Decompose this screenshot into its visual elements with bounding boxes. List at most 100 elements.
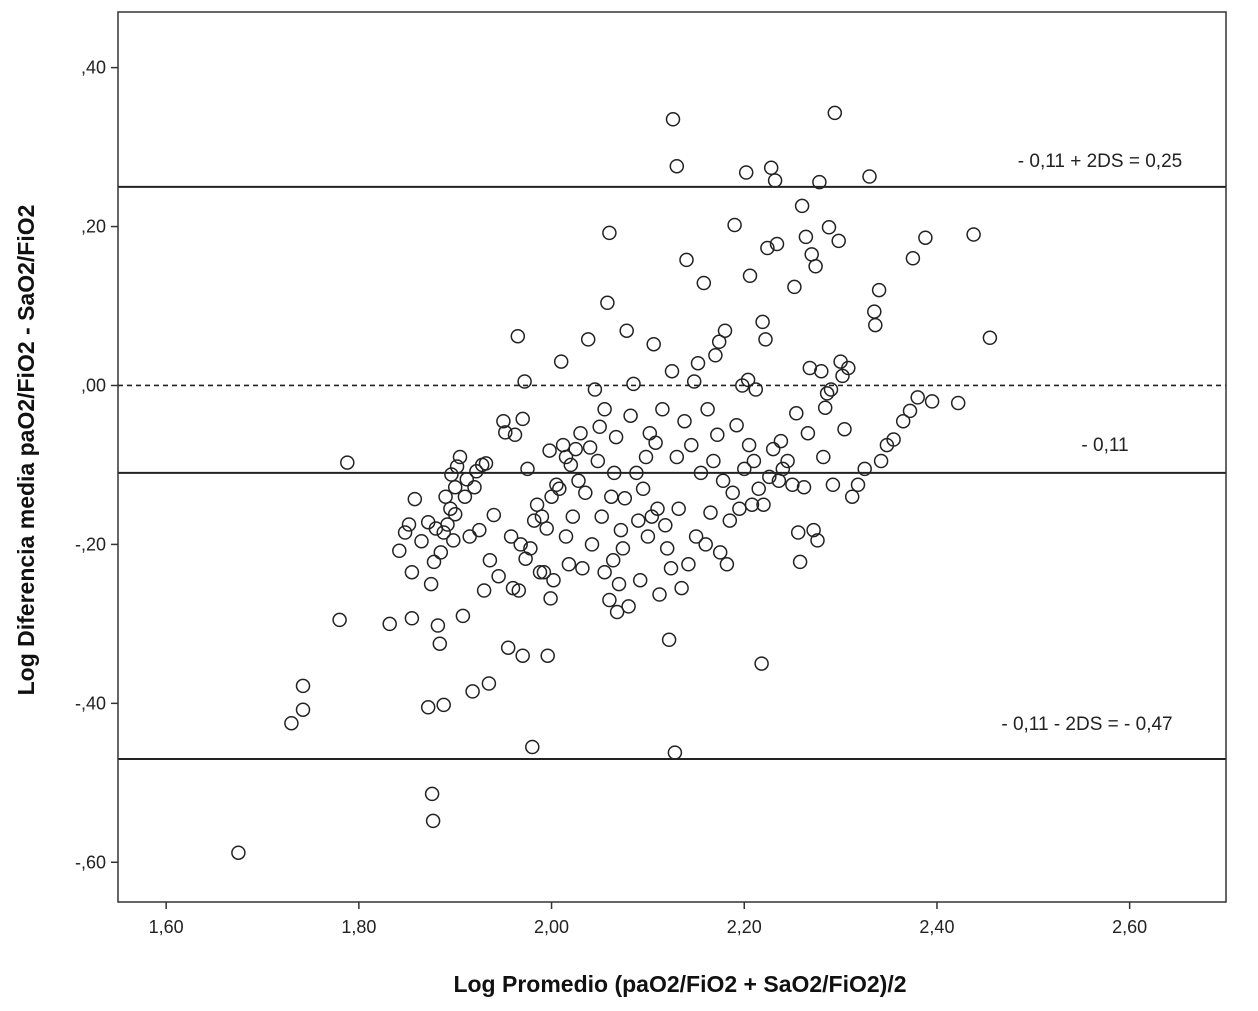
x-tick-label: 1,60 xyxy=(149,917,184,937)
x-axis-title: Log Promedio (paO2/FiO2 + SaO2/FiO2)/2 xyxy=(453,971,906,997)
data-point xyxy=(568,441,583,457)
data-point xyxy=(525,739,540,755)
data-point xyxy=(659,541,675,556)
data-point xyxy=(284,715,299,731)
data-point xyxy=(540,648,555,663)
data-point xyxy=(587,382,603,397)
data-point xyxy=(433,545,449,560)
data-point xyxy=(648,435,663,450)
data-point xyxy=(982,330,998,346)
y-tick-label: ,20 xyxy=(81,217,106,237)
y-tick-label: -,20 xyxy=(75,534,106,554)
data-point xyxy=(825,477,841,493)
data-point xyxy=(755,314,770,330)
data-point xyxy=(578,485,593,501)
reference-line-label-0: - 0,11 + 2DS = 0,25 xyxy=(1018,151,1182,172)
data-point xyxy=(816,449,831,465)
reference-line-label-3: - 0,11 - 2DS = - 0,47 xyxy=(1001,714,1172,735)
data-point xyxy=(563,457,579,473)
data-point xyxy=(722,513,738,528)
data-point xyxy=(617,491,633,506)
data-point xyxy=(789,406,804,421)
data-point xyxy=(615,541,631,556)
data-point xyxy=(785,477,800,493)
data-point xyxy=(436,697,451,713)
data-point xyxy=(886,432,901,447)
data-point xyxy=(658,518,673,533)
data-point xyxy=(600,295,615,311)
data-point xyxy=(472,522,487,538)
data-point xyxy=(404,564,420,580)
data-point xyxy=(231,845,246,860)
data-point xyxy=(546,572,561,588)
data-point xyxy=(423,576,439,592)
data-point xyxy=(681,557,696,572)
data-point xyxy=(332,612,347,628)
data-point xyxy=(727,217,742,233)
data-point xyxy=(966,227,981,242)
data-point xyxy=(520,461,535,477)
y-tick-label: ,40 xyxy=(81,58,106,78)
data-point xyxy=(436,525,451,540)
data-point xyxy=(924,394,940,409)
data-point xyxy=(549,477,564,493)
data-point xyxy=(420,700,436,715)
data-point xyxy=(575,561,590,576)
data-point xyxy=(558,449,574,465)
data-point xyxy=(748,382,764,397)
reference-line-labels: - 0,11 + 2DS = 0,25 - 0,11 - 0,11 - 2DS = … xyxy=(1001,151,1182,735)
data-point xyxy=(690,355,706,371)
data-point xyxy=(500,640,516,655)
data-point xyxy=(905,251,921,266)
data-point xyxy=(597,402,612,417)
data-point xyxy=(667,745,683,760)
data-point xyxy=(729,417,744,433)
data-point xyxy=(711,334,727,350)
data-point xyxy=(561,557,577,572)
data-point xyxy=(623,408,638,423)
data-point xyxy=(769,236,785,252)
data-point xyxy=(414,533,429,549)
data-point xyxy=(621,599,636,614)
data-point xyxy=(295,702,311,717)
data-point xyxy=(669,449,685,465)
data-point xyxy=(602,225,617,241)
data-point xyxy=(635,481,651,497)
data-point xyxy=(467,479,482,495)
data-point xyxy=(597,564,612,580)
data-point xyxy=(950,395,966,411)
data-point xyxy=(700,402,715,417)
data-point xyxy=(688,529,704,544)
data-point xyxy=(850,477,866,493)
data-point xyxy=(910,390,925,405)
data-point xyxy=(686,374,702,389)
y-axis: ,40 ,20 ,00 -,20 -,40 -,60 xyxy=(75,58,118,872)
data-point xyxy=(744,497,760,512)
data-point xyxy=(382,616,397,632)
data-point xyxy=(558,529,574,544)
data-point xyxy=(773,433,789,449)
data-point xyxy=(902,403,918,419)
data-point xyxy=(626,376,641,392)
data-point xyxy=(510,328,526,344)
data-point xyxy=(532,564,548,580)
data-point xyxy=(486,507,502,523)
data-point xyxy=(738,165,754,180)
data-point xyxy=(443,501,458,516)
data-point xyxy=(447,479,463,495)
data-point xyxy=(796,479,812,495)
data-point xyxy=(631,513,646,528)
data-point xyxy=(794,198,810,214)
data-point xyxy=(679,252,694,268)
data-point xyxy=(640,529,656,544)
data-point xyxy=(717,323,733,338)
data-point xyxy=(814,363,829,379)
data-point xyxy=(650,501,665,516)
data-point xyxy=(895,413,911,429)
data-point xyxy=(511,583,527,598)
data-point xyxy=(425,813,441,829)
data-point xyxy=(677,413,692,429)
data-point xyxy=(476,583,492,598)
data-point xyxy=(452,449,468,465)
data-point xyxy=(837,421,852,437)
